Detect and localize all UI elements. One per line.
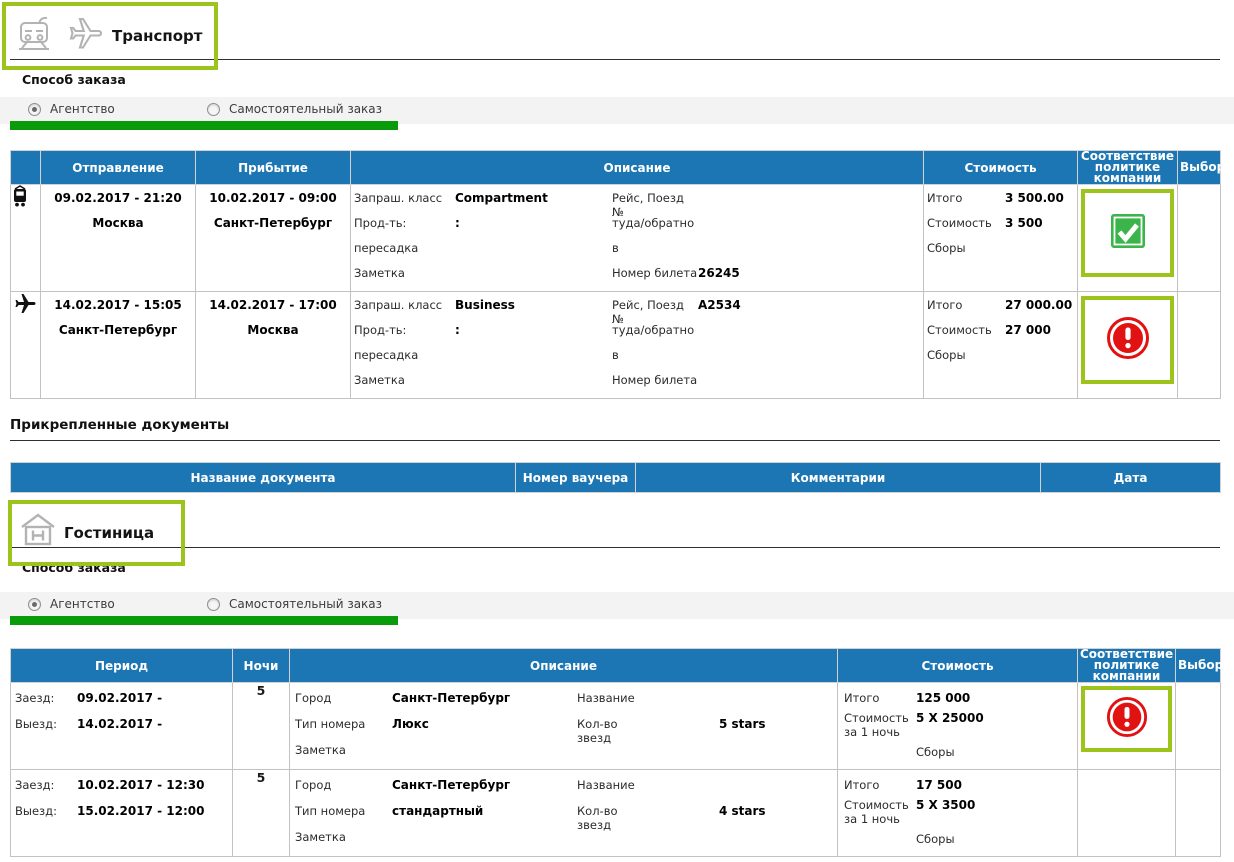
transport-radio-agency[interactable]: Агентство bbox=[28, 102, 115, 116]
hotel-row2-choice-cell bbox=[1175, 769, 1221, 857]
hotel-row2-period: Заезд: 10.02.2017 - 12:30 Выезд: 15.02.2… bbox=[10, 769, 233, 857]
transport-header-departure: Отправление bbox=[40, 150, 196, 185]
documents-header-voucher: Номер ваучера bbox=[515, 462, 636, 493]
transport-header-choice: Выбор bbox=[1177, 150, 1225, 185]
radio-label-hotel-self-order: Самостоятельный заказ bbox=[229, 597, 383, 611]
row-train-description: Запраш. класс Compartment Рейс, Поезд № … bbox=[350, 184, 924, 292]
radio-button-hotel-agency[interactable] bbox=[28, 597, 41, 611]
row-train-cost: Итого 3 500.00 Стоимость 3 500 Сборы bbox=[923, 184, 1078, 292]
documents-header-name: Название документа bbox=[10, 462, 516, 493]
hotel-policy-violation-icon bbox=[1106, 696, 1148, 742]
row-plane-cost: Итого 27 000.00 Стоимость 27 000 Сборы bbox=[923, 291, 1078, 399]
hotel-row2-cost: Итого 17 500 Стоимость за 1 ночь 5 X 350… bbox=[837, 769, 1078, 857]
hotel-policy-violation-highlight[interactable] bbox=[1081, 686, 1172, 752]
hotel-row1-nights: 5 bbox=[232, 682, 290, 770]
policy-ok-highlight[interactable] bbox=[1081, 189, 1174, 277]
row-plane-choice-cell bbox=[1177, 291, 1221, 399]
hotel-row1-description: Город Санкт-Петербург Название Тип номер… bbox=[289, 682, 838, 770]
transport-header-highlight: Транспорт bbox=[2, 2, 218, 70]
hotel-row1-cost: Итого 125 000 Стоимость за 1 ночь 5 X 25… bbox=[837, 682, 1078, 770]
row-train-icon-cell bbox=[10, 184, 41, 292]
hotel-header-choice: Выбор bbox=[1175, 648, 1223, 683]
hotel-order-band bbox=[0, 592, 1234, 619]
transport-header-icon-col bbox=[10, 150, 41, 185]
policy-violation-highlight[interactable] bbox=[1081, 296, 1174, 384]
transport-order-method-label: Способ заказа bbox=[22, 72, 126, 87]
row-plane-icon-cell bbox=[10, 291, 41, 399]
hotel-row1-policy-cell bbox=[1077, 682, 1176, 770]
transport-section-title: Транспорт bbox=[112, 27, 203, 45]
hotel-header-nights: Ночи bbox=[232, 648, 290, 683]
row-plane-departure: 14.02.2017 - 15:05 Санкт-Петербург bbox=[40, 291, 196, 399]
hotel-row1-choice-cell bbox=[1175, 682, 1221, 770]
hotel-section-divider bbox=[10, 547, 1220, 548]
hotel-header-description: Описание bbox=[289, 648, 838, 683]
transport-header-arrival: Прибытие bbox=[195, 150, 351, 185]
row-plane-arrival: 14.02.2017 - 17:00 Москва bbox=[195, 291, 351, 399]
row-plane-description: Запраш. класс Business Рейс, Поезд № A25… bbox=[350, 291, 924, 399]
transport-header-description: Описание bbox=[350, 150, 924, 185]
documents-section-title: Прикрепленные документы bbox=[10, 417, 230, 433]
transport-row-plane: 14.02.2017 - 15:05 Санкт-Петербург 14.02… bbox=[10, 291, 1221, 399]
hotel-row2-description: Город Санкт-Петербург Название Тип номер… bbox=[289, 769, 838, 857]
hotel-green-underline bbox=[10, 616, 398, 625]
hotel-section-title: Гостиница bbox=[64, 524, 155, 542]
hotel-row1-period: Заезд: 09.02.2017 - Выезд: 14.02.2017 - bbox=[10, 682, 233, 770]
hotel-row2-policy-cell bbox=[1077, 769, 1176, 857]
hotel-icon bbox=[18, 511, 58, 555]
hotel-row2-nights: 5 bbox=[232, 769, 290, 857]
documents-section-divider bbox=[10, 440, 1220, 441]
transport-order-band bbox=[0, 97, 1234, 124]
plane-icon bbox=[66, 16, 106, 56]
documents-header-comments: Комментарии bbox=[635, 462, 1041, 493]
hotel-radio-self-order[interactable]: Самостоятельный заказ bbox=[207, 597, 382, 611]
radio-button-self-order[interactable] bbox=[207, 102, 220, 116]
transport-header-policy: Соответствие политике компании bbox=[1077, 150, 1178, 185]
row-train-choice-cell bbox=[1177, 184, 1221, 292]
hotel-row-lux: Заезд: 09.02.2017 - Выезд: 14.02.2017 - … bbox=[10, 682, 1221, 770]
hotel-header-cost: Стоимость bbox=[837, 648, 1078, 683]
transport-section-divider bbox=[10, 59, 1220, 60]
radio-button-agency[interactable] bbox=[28, 102, 41, 116]
hotel-table: Период Ночи Описание Стоимость Соответст… bbox=[10, 648, 1223, 857]
transport-header-cost: Стоимость bbox=[923, 150, 1078, 185]
policy-ok-icon bbox=[1110, 213, 1146, 253]
radio-button-hotel-self-order[interactable] bbox=[207, 597, 220, 611]
row-plane-policy-cell bbox=[1077, 291, 1178, 399]
hotel-header-period: Период bbox=[10, 648, 233, 683]
hotel-row-standard: Заезд: 10.02.2017 - 12:30 Выезд: 15.02.2… bbox=[10, 769, 1221, 857]
transport-table: Отправление Прибытие Описание Стоимость … bbox=[10, 150, 1225, 399]
hotel-radio-agency[interactable]: Агентство bbox=[28, 597, 115, 611]
transport-row-train: 09.02.2017 - 21:20 Москва 10.02.2017 - 0… bbox=[10, 184, 1221, 292]
radio-label-hotel-agency: Агентство bbox=[50, 597, 115, 611]
transport-radio-self-order[interactable]: Самостоятельный заказ bbox=[207, 102, 382, 116]
row-train-arrival: 10.02.2017 - 09:00 Санкт-Петербург bbox=[195, 184, 351, 292]
train-icon bbox=[16, 14, 54, 58]
plane-row-icon bbox=[11, 294, 40, 320]
documents-header-date: Дата bbox=[1040, 462, 1221, 493]
hotel-header-policy: Соответствие политике компании bbox=[1077, 648, 1176, 683]
train-row-icon bbox=[11, 185, 29, 213]
transport-green-underline bbox=[10, 121, 398, 130]
radio-label-agency: Агентство bbox=[50, 102, 115, 116]
radio-label-self-order: Самостоятельный заказ bbox=[229, 102, 383, 116]
row-train-departure: 09.02.2017 - 21:20 Москва bbox=[40, 184, 196, 292]
policy-violation-icon bbox=[1106, 316, 1150, 364]
documents-table: Название документа Номер ваучера Коммент… bbox=[10, 462, 1221, 493]
hotel-header-highlight: Гостиница bbox=[8, 500, 185, 566]
row-train-policy-cell bbox=[1077, 184, 1178, 292]
